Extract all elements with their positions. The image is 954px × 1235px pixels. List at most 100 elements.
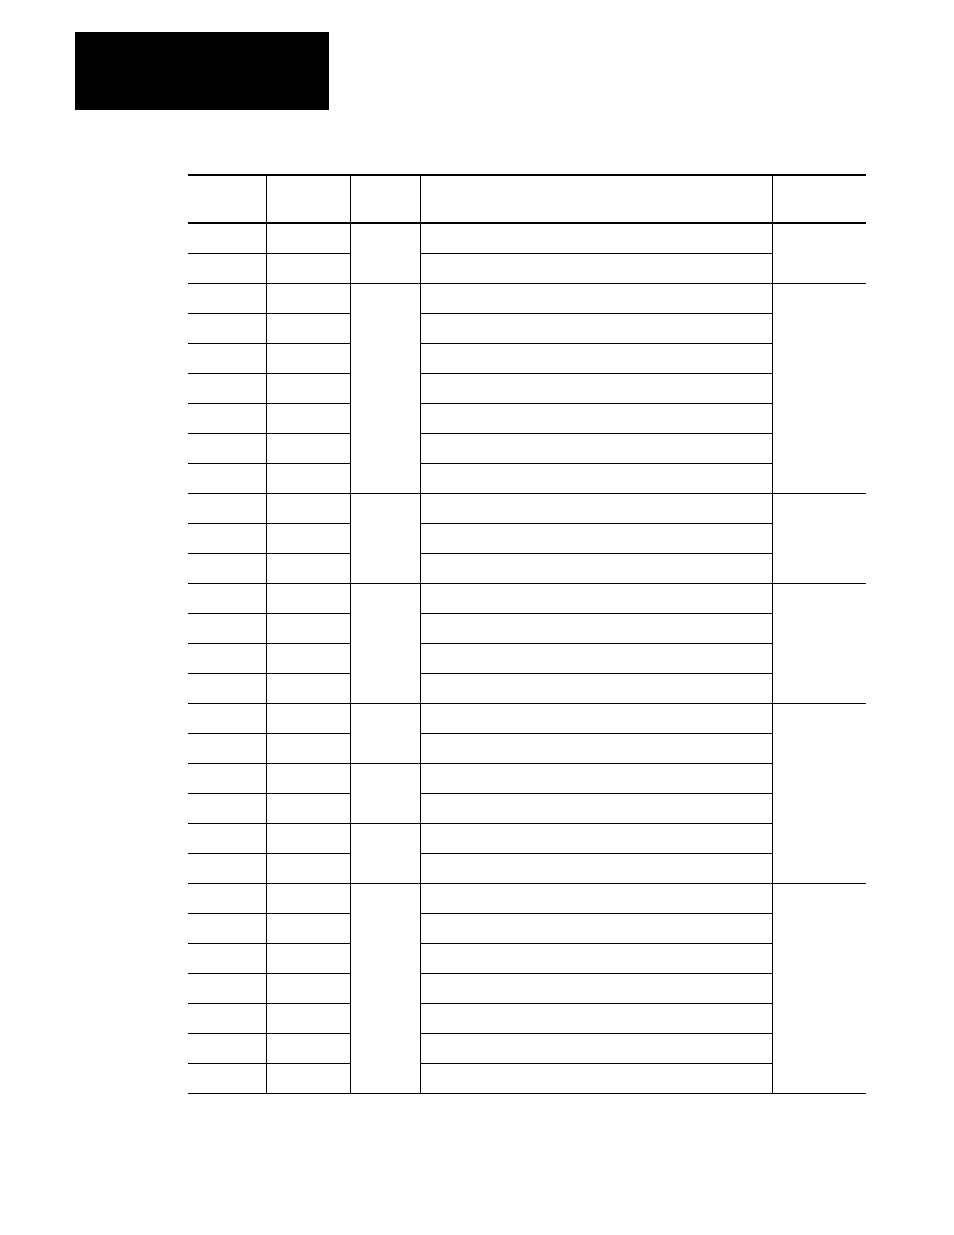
table-cell <box>188 313 266 343</box>
table-cell <box>420 913 772 943</box>
table-cell <box>420 553 772 583</box>
table-cell <box>188 1003 266 1033</box>
table-container <box>188 174 866 1094</box>
table-cell <box>188 523 266 553</box>
table-cell <box>420 673 772 703</box>
table-cell-merged <box>772 283 866 493</box>
table-cell <box>188 613 266 643</box>
table-cell <box>188 373 266 403</box>
table-cell <box>420 883 772 913</box>
table-cell-merged <box>772 493 866 583</box>
table-cell <box>420 1063 772 1093</box>
table-cell <box>420 343 772 373</box>
table-cell <box>188 733 266 763</box>
table-cell <box>420 583 772 613</box>
table-cell <box>420 253 772 283</box>
table-cell-merged <box>350 283 420 493</box>
data-table <box>188 174 866 1094</box>
table-cell <box>266 493 350 523</box>
table-cell <box>420 733 772 763</box>
table-cell <box>420 973 772 1003</box>
table-cell <box>266 433 350 463</box>
table-cell <box>420 703 772 733</box>
table-cell <box>188 673 266 703</box>
table-header-cell <box>188 175 266 223</box>
table-cell <box>420 853 772 883</box>
table-cell <box>420 493 772 523</box>
table-cell <box>266 823 350 853</box>
table-cell <box>266 973 350 1003</box>
table-cell <box>420 823 772 853</box>
table-cell <box>188 793 266 823</box>
table-cell <box>266 523 350 553</box>
table-cell <box>266 703 350 733</box>
table-cell <box>188 433 266 463</box>
table-cell <box>420 643 772 673</box>
table-cell-merged <box>772 583 866 703</box>
table-header-cell <box>420 175 772 223</box>
table-cell <box>420 313 772 343</box>
table-cell-merged <box>772 703 866 883</box>
table-cell <box>420 523 772 553</box>
table-cell <box>188 913 266 943</box>
table-cell <box>266 343 350 373</box>
table-cell <box>188 343 266 373</box>
table-cell <box>420 373 772 403</box>
table-cell <box>420 403 772 433</box>
table-cell <box>266 763 350 793</box>
table-cell <box>188 883 266 913</box>
table-cell <box>188 643 266 673</box>
table-cell-merged <box>350 493 420 583</box>
table-cell <box>420 793 772 823</box>
table-cell <box>188 853 266 883</box>
table-cell-merged <box>350 223 420 283</box>
table-cell <box>266 1063 350 1093</box>
table-cell <box>266 283 350 313</box>
table-cell <box>266 913 350 943</box>
table-cell <box>188 973 266 1003</box>
table-cell <box>266 643 350 673</box>
table-cell <box>188 493 266 523</box>
table-cell <box>420 283 772 313</box>
table-cell <box>266 943 350 973</box>
table-cell <box>188 403 266 433</box>
table-cell <box>266 463 350 493</box>
table-cell-merged <box>772 883 866 1093</box>
table-cell <box>266 403 350 433</box>
table-cell <box>420 763 772 793</box>
table-cell <box>266 373 350 403</box>
table-header-cell <box>350 175 420 223</box>
table-header-cell <box>772 175 866 223</box>
table-cell <box>266 673 350 703</box>
table-cell <box>266 253 350 283</box>
table-cell <box>188 553 266 583</box>
table-cell <box>420 613 772 643</box>
table-cell <box>420 1033 772 1063</box>
table-cell-merged <box>772 223 866 283</box>
table-cell-merged <box>350 763 420 823</box>
table-cell <box>266 853 350 883</box>
table-cell <box>420 223 772 253</box>
table-cell <box>188 703 266 733</box>
table-cell <box>188 253 266 283</box>
table-cell <box>266 733 350 763</box>
table-cell-merged <box>350 823 420 883</box>
table-cell <box>420 463 772 493</box>
table-cell <box>420 943 772 973</box>
table-cell <box>266 613 350 643</box>
table-cell <box>266 793 350 823</box>
table-cell <box>188 763 266 793</box>
table-cell-merged <box>350 883 420 1093</box>
table-cell <box>188 943 266 973</box>
table-cell <box>266 883 350 913</box>
table-cell <box>266 583 350 613</box>
table-cell <box>266 1003 350 1033</box>
table-cell <box>188 823 266 853</box>
table-cell <box>188 1063 266 1093</box>
table-cell <box>188 583 266 613</box>
table-cell <box>420 1003 772 1033</box>
table-cell-merged <box>350 583 420 703</box>
table-cell <box>188 223 266 253</box>
table-cell <box>420 433 772 463</box>
table-cell-merged <box>350 703 420 763</box>
